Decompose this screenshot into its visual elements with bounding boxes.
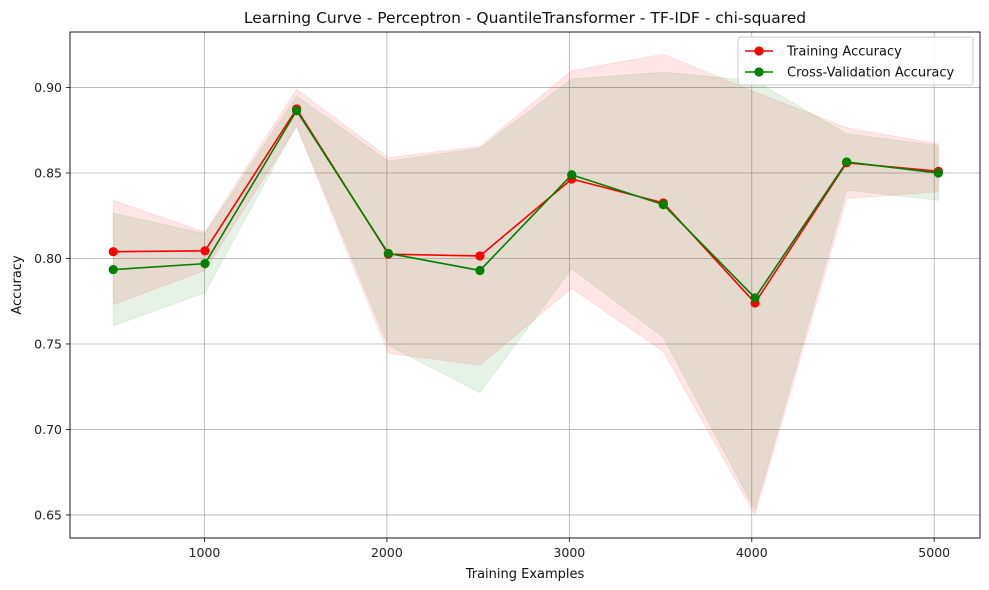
- cv-point: [291, 106, 302, 116]
- x-tick-label: 1000: [189, 545, 221, 560]
- legend-marker-cv: [754, 67, 764, 77]
- y-tick-label: 0.90: [34, 80, 62, 95]
- training-point: [108, 247, 118, 257]
- confidence-bands: [112, 53, 939, 517]
- cv-point: [933, 168, 944, 178]
- plot-frame: [69, 31, 981, 539]
- y-tick-label: 0.70: [34, 422, 62, 437]
- cv-point: [383, 248, 393, 258]
- cv-std-band: [112, 71, 939, 512]
- y-tick-label: 0.80: [34, 251, 62, 266]
- x-tick-label: 3000: [553, 545, 585, 560]
- training-point: [200, 246, 210, 256]
- legend-marker-training: [754, 46, 764, 56]
- legend-box: [737, 36, 974, 86]
- x-tick-label: 4000: [736, 545, 768, 560]
- x-tick-label: 5000: [918, 545, 950, 560]
- cv-point: [200, 259, 210, 269]
- y-tick-label: 0.65: [34, 507, 62, 522]
- training-line: [113, 107, 939, 305]
- legend: Training Accuracy Cross-Validation Accur…: [737, 36, 974, 86]
- series-markers: [108, 104, 944, 308]
- cv-point: [475, 265, 485, 276]
- y-tick-label: 0.75: [34, 336, 62, 351]
- y-axis-title: Accuracy: [10, 255, 25, 315]
- cv-line: [113, 109, 939, 300]
- series-lines: [113, 107, 939, 305]
- y-tick-label: 0.85: [34, 166, 62, 181]
- chart-title: Learning Curve - Perceptron - QuantileTr…: [244, 9, 806, 27]
- cv-point: [842, 157, 852, 167]
- cv-point: [750, 293, 760, 303]
- training-point: [475, 251, 485, 261]
- training-std-band: [112, 53, 939, 517]
- grid-lines: [70, 32, 980, 538]
- cv-point: [567, 170, 577, 180]
- x-axis-title: Training Examples: [465, 567, 585, 582]
- axis-ticks: 1000 2000 3000 4000 5000 0.65 0.70 0.75 0.80 0.85…: [34, 80, 950, 560]
- legend-label-training: Training Accuracy: [786, 45, 902, 60]
- cv-point: [658, 200, 668, 210]
- legend-label-cv: Cross-Validation Accuracy: [787, 66, 955, 81]
- cv-point: [108, 265, 118, 275]
- x-tick-label: 2000: [371, 545, 403, 560]
